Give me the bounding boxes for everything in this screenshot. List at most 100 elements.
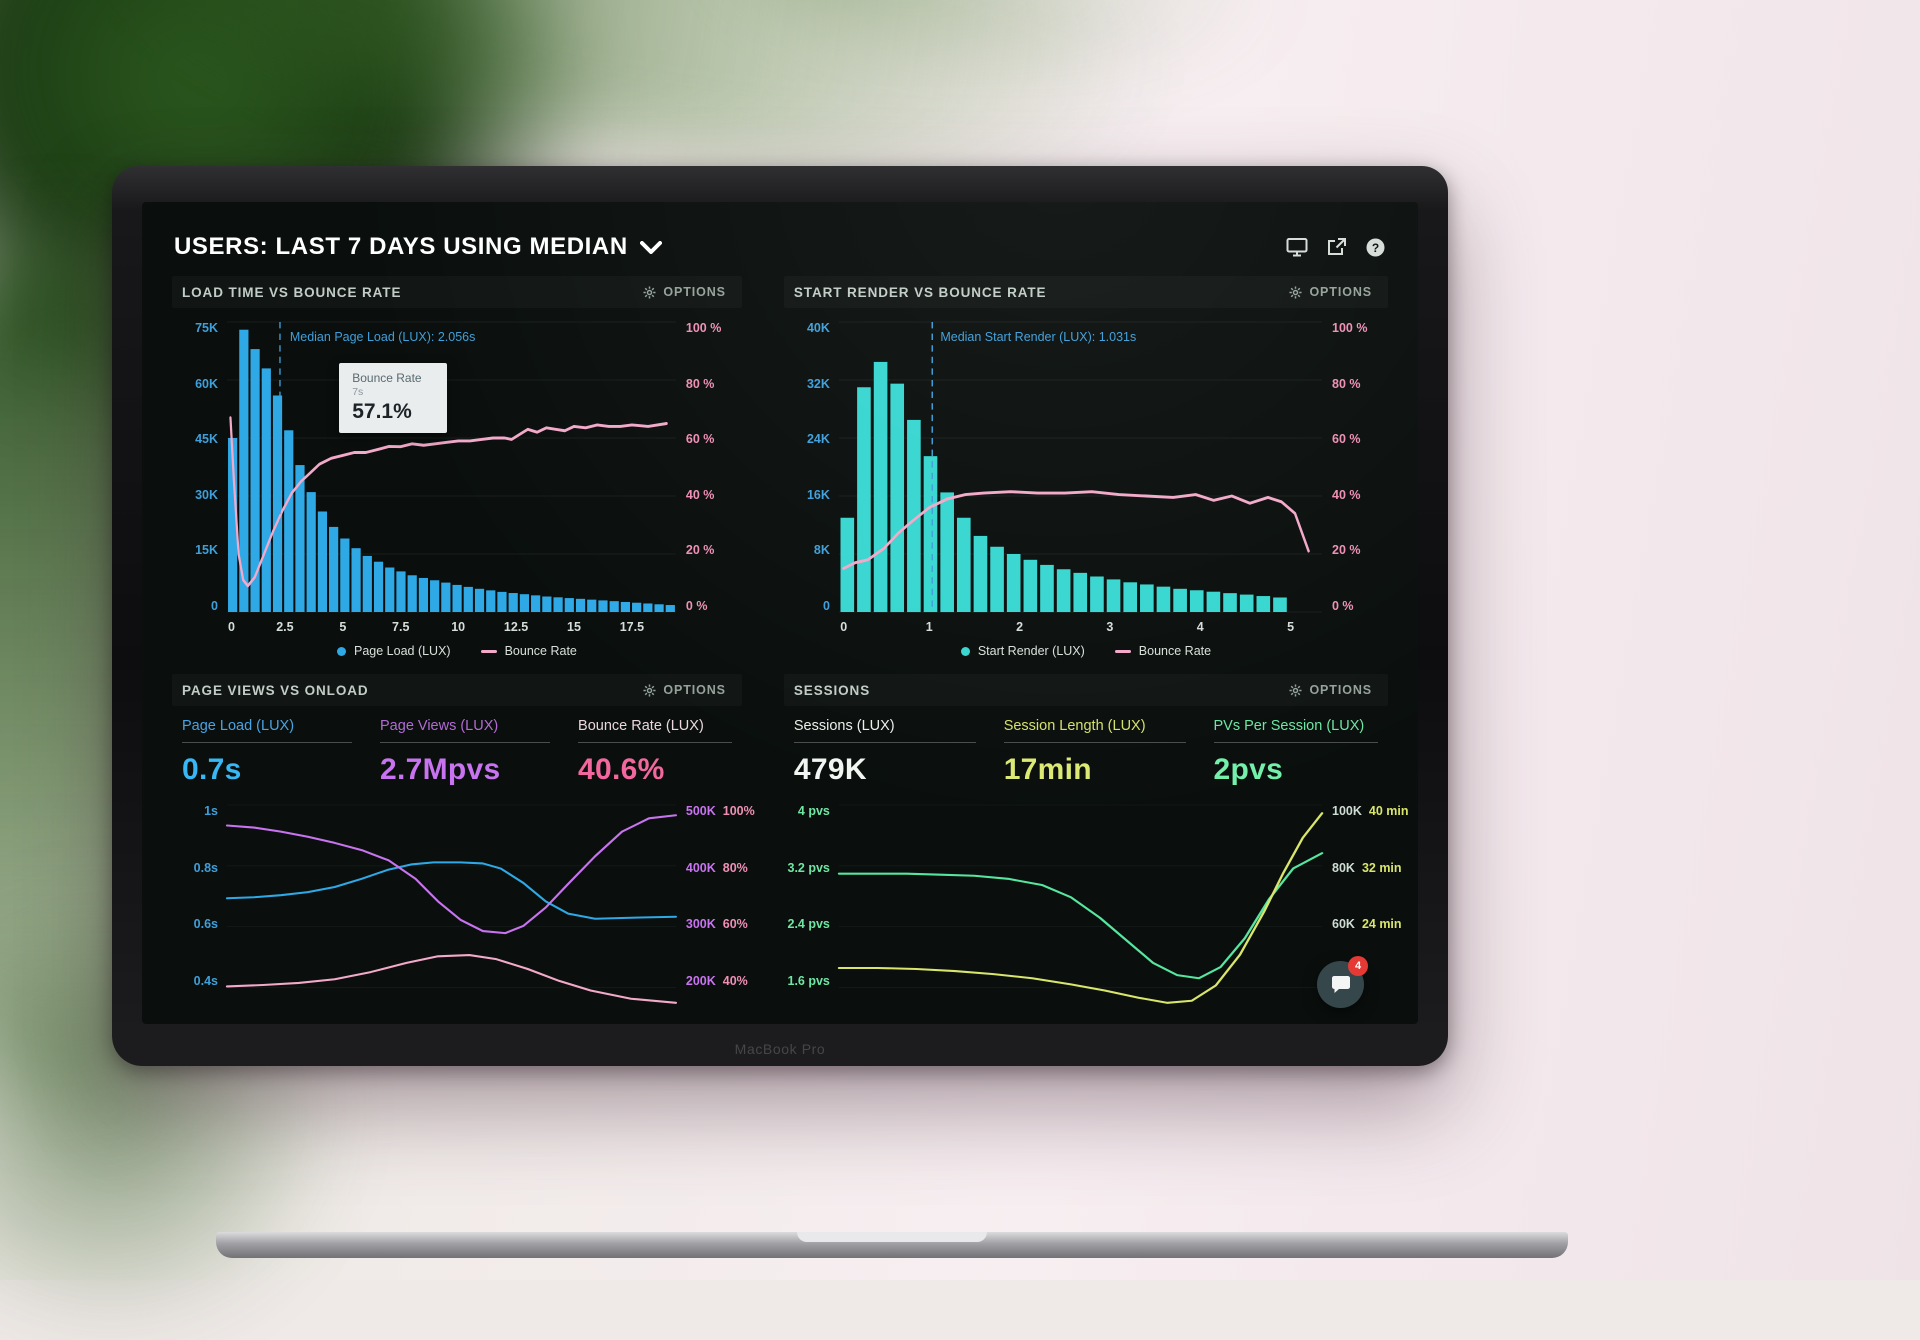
- legend-dot-swatch: [337, 646, 346, 656]
- y-tick: 80K: [1332, 860, 1355, 875]
- legend-item: Page Load (LUX): [337, 644, 451, 658]
- legend-item: Bounce Rate: [1114, 644, 1211, 658]
- y-tick: 80 %: [685, 376, 715, 391]
- y-tick: 80%: [722, 860, 748, 875]
- y-tick: 100 %: [685, 321, 722, 335]
- options-button[interactable]: OPTIONS: [1283, 284, 1378, 300]
- chart-tooltip: Bounce Rate 7s 57.1%: [339, 362, 448, 433]
- y-tick: 100K: [1332, 804, 1362, 818]
- dashboard-title-dropdown[interactable]: USERS: LAST 7 DAYS USING MEDIAN: [174, 233, 662, 261]
- y-tick: 100 %: [1332, 321, 1368, 335]
- y-tick: 60%: [722, 917, 748, 931]
- y-tick: 20 %: [1332, 543, 1361, 557]
- panel-title: SESSIONS: [793, 682, 871, 698]
- metric-value: 0.7s: [182, 753, 242, 786]
- y-axis-right: 500K 100% 400K 80% 300K 60% 200K 40%: [676, 804, 755, 988]
- gear-icon: [1289, 285, 1302, 299]
- chart-area: 1s 0.8s 0.6s 0.4s 500K 100% 400K 80%: [172, 804, 755, 1010]
- x-tick: 5: [339, 620, 347, 634]
- analytics-dashboard: USERS: LAST 7 DAYS USING MEDIAN ?: [142, 202, 1418, 1024]
- y-tick: 500K: [685, 804, 716, 818]
- y-tick: 32 min: [1361, 860, 1402, 875]
- y-tick: 60 %: [1332, 432, 1361, 446]
- start-render-chart[interactable]: [838, 321, 1322, 613]
- metric-session-length: Session Length (LUX) 17min: [1003, 718, 1186, 787]
- legend-item: Bounce Rate: [480, 644, 577, 658]
- legend-label: Page Load (LUX): [354, 644, 451, 658]
- dashboard-header: USERS: LAST 7 DAYS USING MEDIAN ?: [168, 218, 1392, 276]
- tooltip-subtitle: 7s: [352, 385, 364, 398]
- x-tick: 3: [1106, 620, 1114, 634]
- page-views-chart[interactable]: [225, 804, 678, 1010]
- metric-value: 17min: [1003, 753, 1092, 786]
- legend-line-swatch: [1114, 649, 1131, 653]
- x-tick: 12.5: [503, 620, 529, 634]
- tooltip-value: 57.1%: [352, 399, 412, 423]
- x-tick: 2.5: [276, 620, 294, 634]
- y-tick: 1s: [204, 804, 218, 818]
- y-tick: 2.4 pvs: [787, 917, 830, 931]
- start-render-plot: Median Start Render (LUX): 1.031s 0 1 2 …: [838, 321, 1322, 634]
- median-annotation: Median Page Load (LUX): 2.056s: [289, 330, 476, 344]
- y-tick: 300K: [685, 917, 716, 931]
- y-tick: 16K: [806, 487, 830, 502]
- panel-title: PAGE VIEWS VS ONLOAD: [182, 682, 369, 698]
- y-tick: 40K: [806, 321, 830, 335]
- dashboard-title: USERS: LAST 7 DAYS USING MEDIAN: [174, 233, 628, 260]
- share-icon[interactable]: [1326, 237, 1347, 257]
- median-annotation: Median Start Render (LUX): 1.031s: [940, 330, 1137, 344]
- legend-line-swatch: [480, 649, 497, 653]
- metric-page-load: Page Load (LUX) 0.7s: [182, 718, 353, 787]
- panel-start-render-vs-bounce-rate: START RENDER VS BOUNCE RATE OPTIONS 40K …: [784, 276, 1388, 659]
- y-tick: 4 pvs: [797, 804, 830, 818]
- y-tick: 75K: [195, 321, 218, 335]
- y-tick: 60K: [1332, 917, 1355, 931]
- options-button[interactable]: OPTIONS: [1283, 682, 1378, 698]
- laptop: MacBook Pro USERS: LAST 7 DAYS USING MED…: [112, 166, 1568, 1258]
- metric-label: Bounce Rate (LUX): [578, 718, 732, 743]
- load-time-chart[interactable]: [227, 321, 676, 613]
- metric-pvs-per-session: PVs Per Session (LUX) 2pvs: [1213, 718, 1378, 787]
- y-tick: 60K: [195, 376, 218, 391]
- metrics-row: Page Load (LUX) 0.7s Page Views (LUX) 2.…: [172, 706, 742, 791]
- x-tick: 4: [1196, 620, 1204, 634]
- y-tick: 0.6s: [193, 917, 218, 931]
- y-tick: 200K: [685, 973, 716, 988]
- y-tick: 100%: [722, 804, 755, 818]
- x-tick: 10: [451, 620, 466, 634]
- display-icon[interactable]: [1286, 237, 1308, 257]
- legend-item: Start Render (LUX): [960, 644, 1085, 658]
- y-tick: 0 %: [1332, 598, 1354, 613]
- x-tick: 0: [840, 620, 848, 634]
- y-axis-left: 40K 32K 24K 16K 8K 0: [784, 322, 839, 612]
- y-tick: 40 %: [1332, 487, 1361, 502]
- x-tick: 0: [228, 620, 235, 634]
- y-tick: 0: [211, 598, 218, 613]
- panel-title: START RENDER VS BOUNCE RATE: [793, 284, 1047, 300]
- metric-value: 2.7Mpvs: [380, 753, 501, 786]
- x-tick: 17.5: [619, 620, 645, 634]
- y-tick: 60 %: [685, 432, 715, 446]
- y-tick: 0 %: [685, 598, 708, 613]
- gear-icon: [643, 285, 656, 299]
- chart-area: 4 pvs 3.2 pvs 2.4 pvs 1.6 pvs 100K 40 min…: [784, 804, 1409, 1010]
- chat-launcher-button[interactable]: 4: [1317, 956, 1368, 1008]
- chat-bubble-icon: [1331, 975, 1350, 993]
- chart-area: 75K 60K 45K 30K 15K 0 Median Page Load (…: [172, 321, 742, 634]
- options-label: OPTIONS: [663, 683, 726, 697]
- help-icon[interactable]: ?: [1365, 237, 1386, 258]
- sessions-chart[interactable]: [837, 804, 1324, 1010]
- options-button[interactable]: OPTIONS: [637, 682, 732, 698]
- panel-header: LOAD TIME VS BOUNCE RATE OPTIONS: [172, 276, 742, 308]
- y-tick: 30K: [195, 487, 218, 502]
- metric-label: Session Length (LUX): [1003, 718, 1186, 743]
- x-tick: 2: [1016, 620, 1024, 634]
- y-tick: 20 %: [685, 543, 715, 557]
- laptop-brand-text: MacBook Pro: [734, 1041, 826, 1057]
- options-button[interactable]: OPTIONS: [637, 284, 732, 300]
- chat-unread-badge: 4: [1348, 956, 1368, 976]
- chart-legend: Start Render (LUX) Bounce Rate: [784, 644, 1388, 658]
- x-tick: 1: [925, 620, 933, 634]
- metric-label: Sessions (LUX): [793, 718, 976, 743]
- chart-legend: Page Load (LUX) Bounce Rate: [172, 644, 742, 658]
